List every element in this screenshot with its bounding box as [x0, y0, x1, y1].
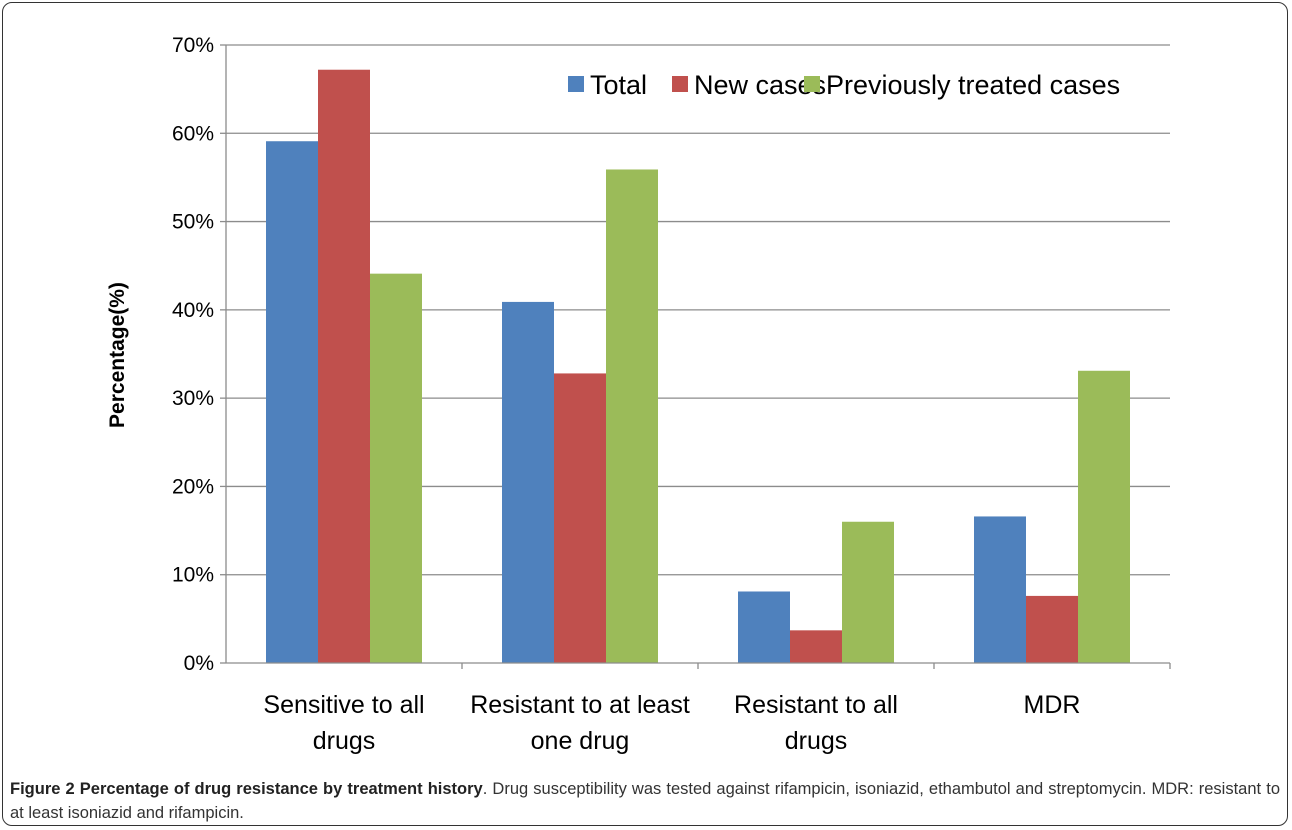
y-tick-label: 30% — [172, 387, 214, 410]
x-tick-label: MDR — [1024, 691, 1081, 719]
y-tick-label: 40% — [172, 299, 214, 322]
bar-new-cases-3 — [1026, 595, 1078, 663]
axes — [220, 44, 1171, 669]
bar-previously-treated-2 — [842, 521, 894, 663]
x-tick-label: one drug — [531, 727, 630, 755]
bar-chart: 0% 10% 20% 30% 40% 50% 60% 70% Sensitive to all… — [106, 34, 1171, 755]
x-tick-label: drugs — [313, 727, 376, 755]
bar-total-0 — [266, 141, 318, 663]
x-tick-label: Resistant to at least — [470, 691, 690, 719]
y-tick-label: 20% — [172, 475, 214, 498]
x-tick-label: Resistant to all — [734, 691, 898, 719]
legend: Total New cases Previously treated cases — [568, 70, 1120, 100]
figure-caption: Figure 2 Percentage of drug resistance b… — [10, 777, 1280, 825]
bars — [266, 69, 1130, 664]
bar-new-cases-1 — [554, 373, 606, 663]
legend-swatch — [804, 76, 820, 92]
y-tick-label: 50% — [172, 211, 214, 234]
bar-total-1 — [502, 301, 554, 663]
y-tick-label: 10% — [172, 564, 214, 587]
legend-label: Previously treated cases — [826, 70, 1120, 100]
y-axis-label: Percentage(%) — [106, 282, 129, 428]
bar-new-cases-2 — [790, 630, 842, 663]
y-tick-label: 0% — [184, 652, 214, 675]
x-tick-label: Sensitive to all — [263, 691, 424, 719]
y-tick-label: 60% — [172, 122, 214, 145]
legend-swatch — [672, 76, 688, 92]
x-tick-label: drugs — [785, 727, 848, 755]
caption-label: Figure 2 Percentage of drug resistance b… — [10, 780, 483, 798]
bar-total-3 — [974, 516, 1026, 663]
bar-total-2 — [738, 591, 790, 663]
y-tick-label: 70% — [172, 34, 214, 57]
y-tick-labels: 0% 10% 20% 30% 40% 50% 60% 70% — [172, 34, 214, 675]
x-tick-labels: Sensitive to all drugs Resistant to at lea… — [263, 691, 1080, 755]
bar-new-cases-0 — [318, 69, 370, 664]
legend-label: Total — [590, 70, 647, 100]
legend-swatch — [568, 76, 584, 92]
bar-previously-treated-1 — [606, 169, 658, 664]
bar-previously-treated-0 — [370, 273, 422, 663]
caption-text: . Drug susceptibility was tested against… — [10, 780, 1280, 822]
bar-previously-treated-3 — [1078, 370, 1130, 663]
